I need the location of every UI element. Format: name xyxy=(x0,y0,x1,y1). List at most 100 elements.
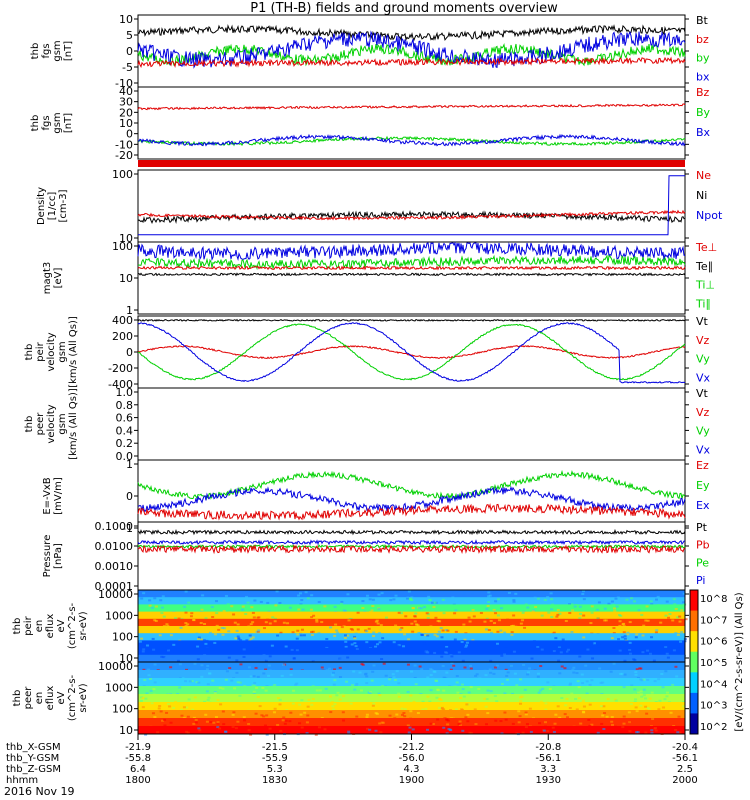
ion_spec-speckle xyxy=(650,636,654,639)
ion_spec-speckle xyxy=(556,609,560,612)
ion_spec-speckle xyxy=(339,602,343,605)
ion_spec-speckle xyxy=(454,630,458,633)
elec_spec-speckle xyxy=(634,671,638,674)
ion_spec-speckle xyxy=(676,633,680,636)
velocity-ylabel-0: thb xyxy=(24,344,35,361)
elec_spec-speckle xyxy=(458,724,462,727)
ion_spec-tick-label-2: 100 xyxy=(112,631,133,644)
elec_spec-speckle xyxy=(345,680,349,683)
elec_spec-speckle xyxy=(328,667,332,670)
ion_spec-speckle xyxy=(628,621,632,624)
elec_spec-speckle xyxy=(524,726,528,729)
ion_spec-speckle xyxy=(570,631,574,634)
elec_spec-speckle xyxy=(153,716,157,719)
ion_spec-speckle xyxy=(158,634,162,637)
ion_spec-speckle xyxy=(678,620,682,623)
ion_spec-speckle xyxy=(413,615,417,618)
ion_spec-speckle xyxy=(406,597,410,600)
elec_spec-speckle xyxy=(526,673,530,676)
density-legend-1: Ni xyxy=(696,189,707,202)
ion_spec-speckle xyxy=(424,634,428,637)
elec_spec-speckle xyxy=(228,667,232,670)
series-By xyxy=(137,135,686,147)
elec_spec-speckle xyxy=(139,699,143,702)
elec_spec-speckle xyxy=(351,684,355,687)
ion_spec-speckle xyxy=(208,631,212,634)
ion_spec-speckle xyxy=(680,631,684,634)
ion_spec-band xyxy=(138,626,685,634)
elec_spec-speckle xyxy=(260,714,264,717)
ion_spec-speckle xyxy=(637,609,641,612)
ion_spec-speckle xyxy=(173,650,177,653)
ion_spec-speckle xyxy=(270,644,274,647)
elec_spec-speckle xyxy=(536,675,540,678)
elec_spec-speckle xyxy=(525,723,529,726)
ion_spec-speckle xyxy=(346,656,350,659)
elec_spec-speckle xyxy=(194,721,198,724)
xaxis-value-0-2: -21.2 xyxy=(399,742,425,753)
elec_spec-speckle xyxy=(421,700,425,703)
ion_spec-speckle xyxy=(632,641,636,644)
elec_spec-speckle xyxy=(503,711,507,714)
density-legend-2: Npot xyxy=(696,209,723,222)
ion_spec-speckle xyxy=(296,629,300,632)
elec_spec-speckle xyxy=(262,672,266,675)
ion_spec-speckle xyxy=(266,601,270,604)
fgs_gsm2-legend-1: By xyxy=(696,106,711,119)
elec_spec-speckle xyxy=(242,716,246,719)
ion_spec-speckle xyxy=(329,626,333,629)
elec_spec-tick-label-1: 1000 xyxy=(105,681,133,694)
ion_spec-speckle xyxy=(310,651,314,654)
ion_spec-speckle xyxy=(512,614,516,617)
fgs_gsm2-ylabel-1: fgs xyxy=(41,115,52,130)
elec_spec-speckle xyxy=(628,730,632,733)
elec_spec-speckle xyxy=(483,697,487,700)
elec_spec-speckle xyxy=(395,713,399,716)
elec_spec-speckle xyxy=(575,708,579,711)
elec_spec-speckle xyxy=(289,668,293,671)
ion_spec-speckle xyxy=(380,658,384,661)
elec_spec-speckle xyxy=(375,712,379,715)
ion_spec-speckle xyxy=(646,619,650,622)
elec_spec-speckle xyxy=(224,678,228,681)
elec_spec-speckle xyxy=(282,716,286,719)
ion_spec-band xyxy=(138,611,685,620)
elec_spec-speckle xyxy=(214,716,218,719)
ion_spec-ylabel-2: en xyxy=(34,620,45,633)
ion_spec-speckle xyxy=(484,628,488,631)
ion_spec-speckle xyxy=(312,614,316,617)
ion_spec-speckle xyxy=(461,594,465,597)
elec_spec-speckle xyxy=(475,673,479,676)
velocity-legend-1: Vz xyxy=(696,334,710,347)
ion_spec-speckle xyxy=(154,619,158,622)
colorbar-segment xyxy=(690,610,698,632)
xaxis-value-1-2: -56.0 xyxy=(399,753,425,764)
efield-legend-2: Ex xyxy=(696,499,710,512)
elec_spec-speckle xyxy=(185,668,189,671)
ion_spec-speckle xyxy=(623,659,627,662)
ion_spec-speckle xyxy=(385,656,389,659)
elec_spec-speckle xyxy=(190,680,194,683)
ion_spec-speckle xyxy=(227,656,231,659)
elec_spec-speckle xyxy=(644,697,648,700)
colorbar-tick-3: 10^5 xyxy=(700,658,727,669)
elec_spec-speckle xyxy=(209,721,213,724)
elec_spec-speckle xyxy=(665,691,669,694)
elec_spec-speckle xyxy=(455,675,459,678)
elec_spec-speckle xyxy=(424,707,428,710)
series-Pt xyxy=(137,528,686,536)
ion_spec-speckle xyxy=(433,633,437,636)
ion_spec-speckle xyxy=(356,628,360,631)
elec_spec-speckle xyxy=(311,697,315,700)
ion_spec-speckle xyxy=(244,656,248,659)
ion_spec-speckle xyxy=(414,612,418,615)
elec_spec-speckle xyxy=(403,708,407,711)
colorbar-tick-5: 10^3 xyxy=(700,701,727,712)
elec_spec-speckle xyxy=(606,697,610,700)
elec_spec-speckle xyxy=(584,664,588,667)
ion_spec-speckle xyxy=(445,645,449,648)
elec_spec-speckle xyxy=(291,702,295,705)
xaxis-value-1-1: -55.9 xyxy=(262,753,288,764)
ion_spec-speckle xyxy=(236,623,240,626)
fgs_gsm-tick-label-0: 10 xyxy=(119,13,133,26)
